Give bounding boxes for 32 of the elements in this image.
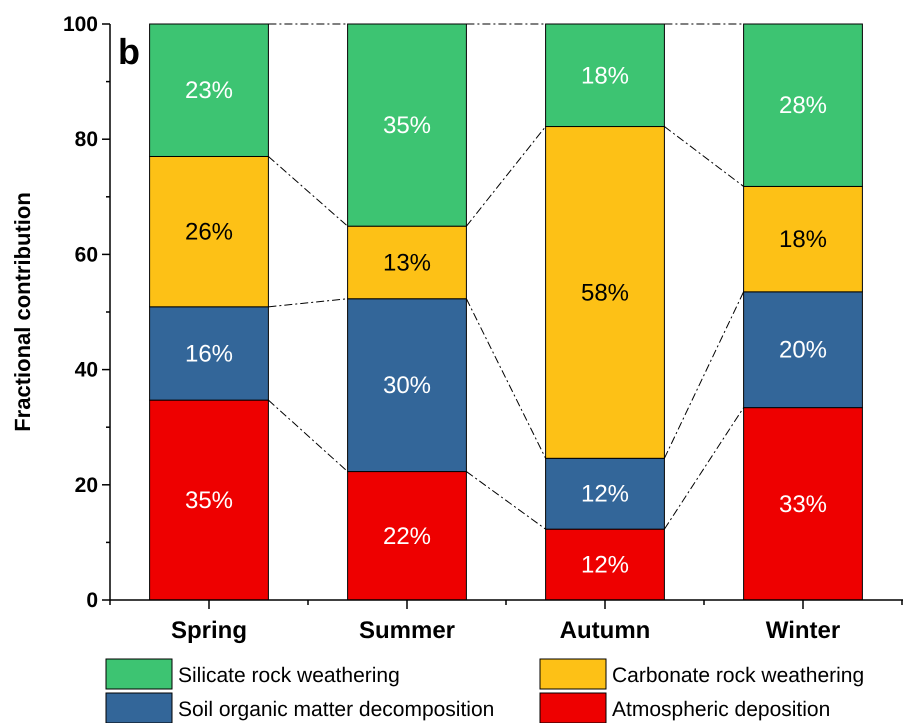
data-label: 58% <box>580 279 630 306</box>
data-label: 18% <box>778 226 828 254</box>
legend-label: Atmospheric deposition <box>612 698 830 721</box>
y-tick-label: 60 <box>74 243 98 266</box>
y-tick-label: 80 <box>74 128 98 152</box>
legend-label: Soil organic matter decomposition <box>178 698 494 721</box>
data-label: 18% <box>580 62 630 90</box>
data-label: 26% <box>184 218 234 246</box>
annotation: b <box>118 31 140 72</box>
x-tick-label: Autumn <box>560 617 650 644</box>
y-tick-label: 0 <box>86 589 98 612</box>
data-label: 28% <box>778 92 828 120</box>
x-tick-label: Spring <box>171 617 247 644</box>
x-tick-label: Winter <box>766 617 840 644</box>
data-label: 22% <box>382 522 432 550</box>
data-label: 35% <box>184 487 234 514</box>
data-label: 30% <box>382 372 432 400</box>
data-label: 13% <box>382 249 432 276</box>
legend-label: Carbonate rock weathering <box>612 664 864 687</box>
data-label: 33% <box>778 490 828 518</box>
data-label: 12% <box>580 552 630 579</box>
legend-label: Silicate rock weathering <box>178 664 400 687</box>
y-tick-label: 100 <box>62 13 98 36</box>
data-label: 12% <box>580 480 630 508</box>
data-label: 23% <box>184 77 234 104</box>
y-axis-title: Fractional contribution <box>10 192 35 432</box>
data-label: 20% <box>778 336 828 364</box>
data-label: 35% <box>382 112 432 140</box>
y-tick-label: 20 <box>74 474 98 497</box>
data-label: 16% <box>184 340 234 368</box>
y-tick-label: 40 <box>74 358 98 382</box>
x-tick-label: Summer <box>358 617 456 644</box>
